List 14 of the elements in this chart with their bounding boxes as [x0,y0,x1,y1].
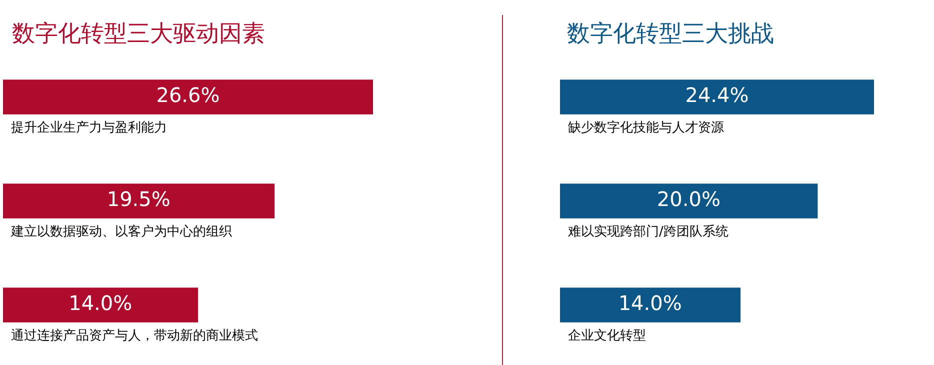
y-tick-label: 缺少数字化技能与人才资源 [568,119,724,136]
y-tick-label: 提升企业生产力与盈利能力 [11,120,167,136]
y-tick-label: 难以实现跨部门/跨团队系统 [567,223,728,240]
text: 数字化转型三大驱动因素 [12,20,265,49]
y-tick-label: 建立以数据驱动、以客户为中心的组织 [10,223,232,240]
chart-title: 数字化转型三大挑战 [567,20,774,49]
data-label: 20.0% [656,187,720,212]
data-label: 24.4% [685,83,749,108]
data-label: 14.0% [618,291,682,316]
data-label: 19.5% [106,187,170,212]
data-label: 14.0% [68,291,132,316]
y-tick-label: 通过连接产品资产与人，带动新的商业模式 [11,328,258,344]
data-label: 26.6% [156,83,220,108]
y-tick-label: 企业文化转型 [568,328,646,344]
